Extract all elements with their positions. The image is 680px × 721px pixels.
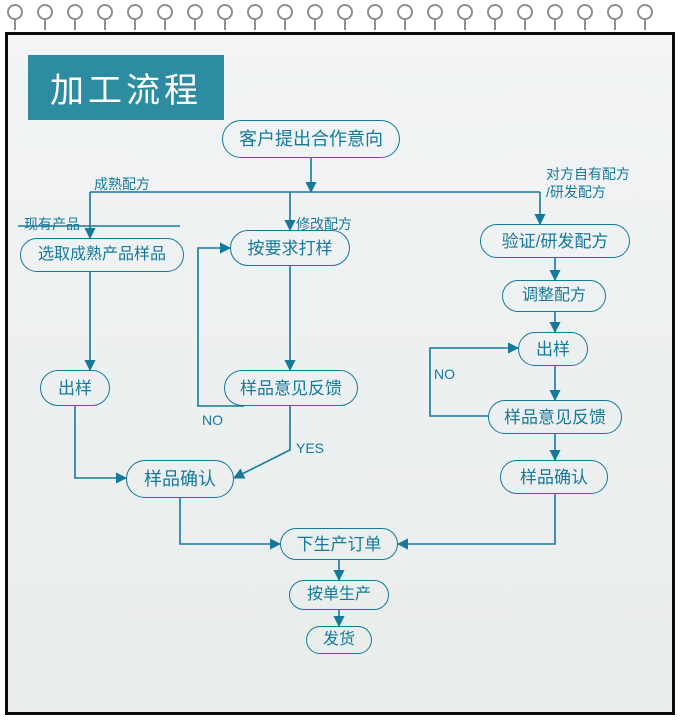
flow-node-n13: 按单生产 bbox=[289, 580, 389, 610]
flow-node-n10: 样品确认 bbox=[126, 460, 234, 498]
flow-node-n6: 出样 bbox=[40, 370, 110, 406]
flow-edge bbox=[180, 498, 280, 544]
flow-node-n1: 客户提出合作意向 bbox=[222, 120, 400, 158]
edge-label: YES bbox=[296, 440, 324, 456]
flow-edge bbox=[234, 406, 290, 478]
flow-node-n14: 发货 bbox=[306, 626, 372, 654]
flow-node-n5: 调整配方 bbox=[502, 280, 606, 312]
edge-label: 现有产品 bbox=[24, 214, 80, 234]
flow-edge bbox=[75, 406, 126, 478]
flow-node-n12: 下生产订单 bbox=[280, 528, 398, 560]
flow-node-n11: 样品确认 bbox=[500, 460, 608, 494]
edge-label: 成熟配方 bbox=[94, 174, 150, 194]
edge-label: /研发配方 bbox=[546, 182, 606, 202]
edge-label: 修改配方 bbox=[296, 214, 352, 234]
flow-node-n2: 选取成熟产品样品 bbox=[20, 238, 184, 272]
edge-label: NO bbox=[202, 412, 223, 428]
flow-node-n4: 验证/研发配方 bbox=[480, 224, 630, 258]
diagram-canvas: 加工流程 客户提出合作意向选取成熟产品样品按要求打样验证/研发配方调整配方出样样… bbox=[5, 32, 675, 715]
edge-label: NO bbox=[434, 366, 455, 382]
flow-node-n7: 样品意见反馈 bbox=[224, 370, 358, 406]
flow-edge bbox=[398, 494, 555, 544]
edge-label: 对方自有配方 bbox=[546, 164, 630, 184]
spiral-binding bbox=[0, 0, 680, 38]
flow-node-n3: 按要求打样 bbox=[230, 230, 350, 266]
page-root: 加工流程 客户提出合作意向选取成熟产品样品按要求打样验证/研发配方调整配方出样样… bbox=[0, 0, 680, 721]
flow-node-n8: 出样 bbox=[518, 332, 588, 366]
flow-node-n9: 样品意见反馈 bbox=[488, 400, 622, 434]
